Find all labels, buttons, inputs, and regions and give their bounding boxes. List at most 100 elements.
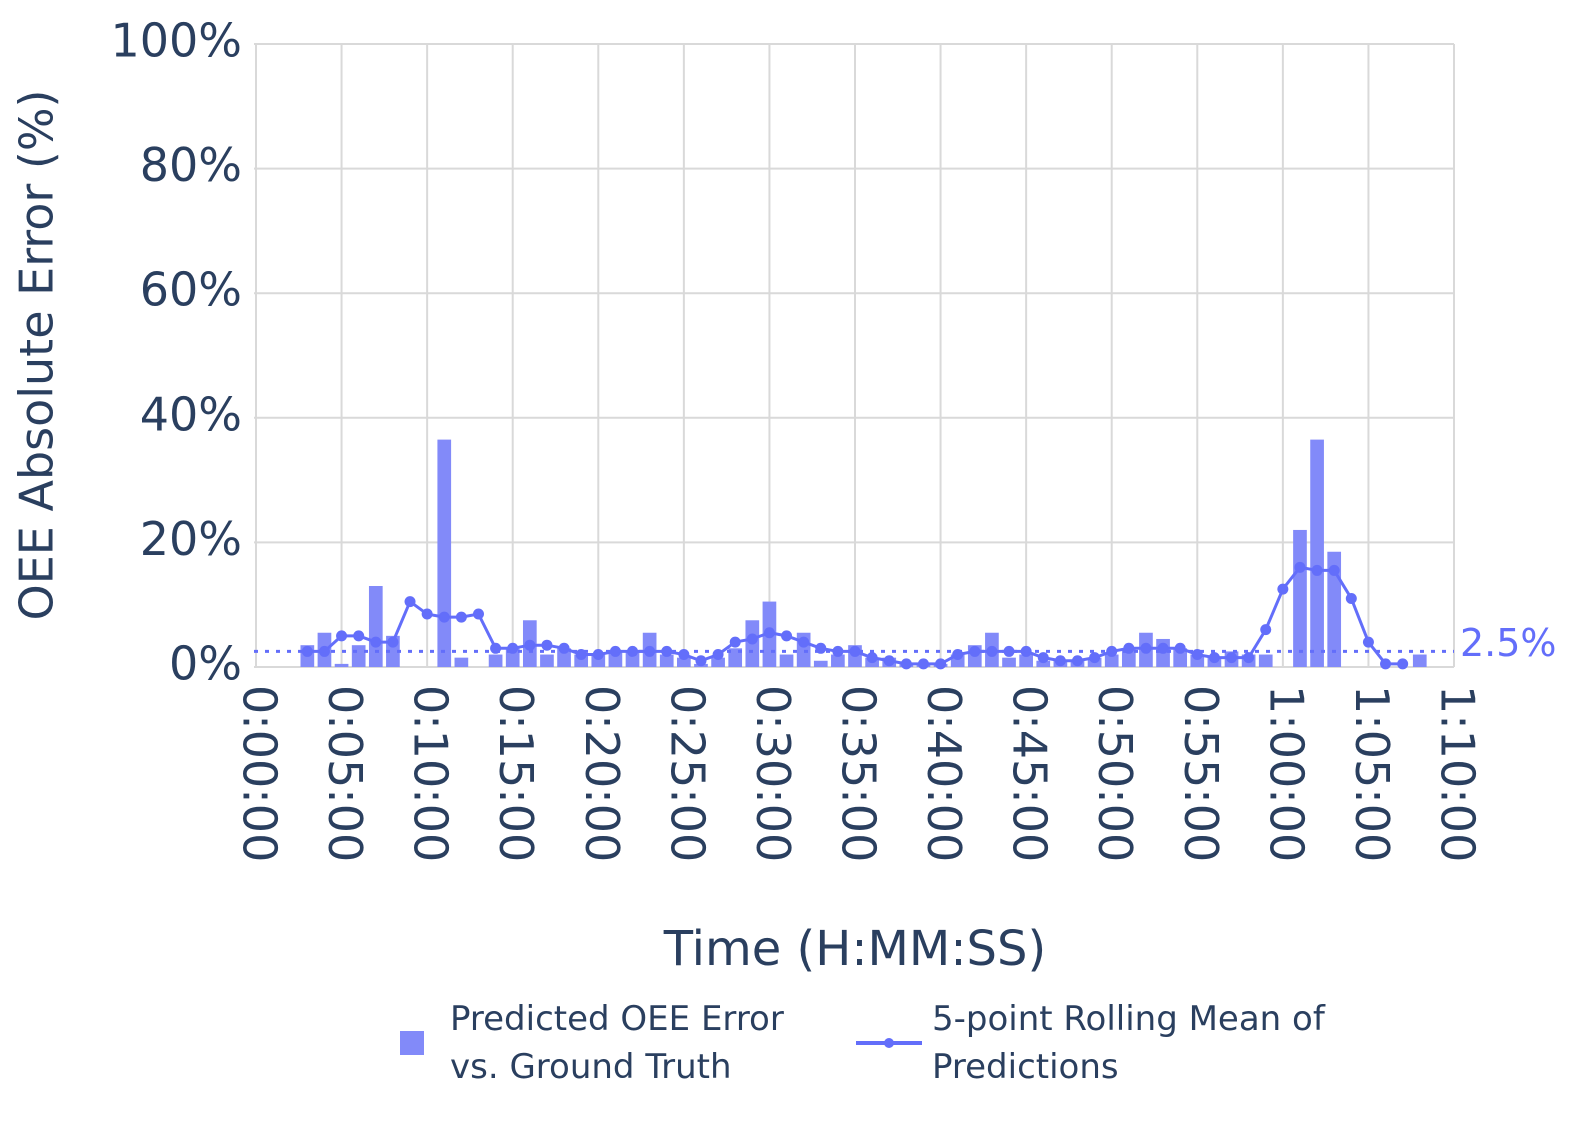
line-point [763, 627, 775, 639]
line-point [729, 636, 741, 648]
y-tick-label: 60% [140, 263, 242, 317]
line-point [1345, 592, 1357, 604]
line-point [746, 633, 758, 645]
line-point [1243, 652, 1255, 664]
legend-swatch [400, 1031, 424, 1055]
line-point [387, 636, 399, 648]
x-tick-label: 0:45:00 [1003, 685, 1057, 862]
line-point [301, 645, 313, 657]
line-point [353, 630, 365, 642]
line-point [1311, 564, 1323, 576]
line-point [472, 608, 484, 620]
x-tick-label: 0:15:00 [489, 685, 543, 862]
bar [540, 654, 554, 667]
line-point [1208, 652, 1220, 664]
bar [505, 648, 520, 667]
line-point [695, 655, 707, 667]
line-point [969, 645, 981, 657]
line-point [1089, 652, 1101, 664]
bar [368, 586, 383, 667]
legend-symbol [884, 1038, 894, 1048]
line-point [336, 630, 348, 642]
line-point [1380, 658, 1392, 670]
x-tick-label: 0:25:00 [660, 685, 714, 862]
bar [1121, 648, 1136, 667]
bar [1173, 648, 1188, 667]
legend-symbol [400, 1031, 424, 1055]
x-tick-label: 0:10:00 [404, 685, 458, 862]
y-tick-label: 20% [140, 512, 242, 566]
bar [351, 645, 366, 667]
x-tick-label: 0:40:00 [917, 685, 971, 862]
line-point [541, 639, 553, 651]
legend-label: Predicted OEE Error vs. Ground Truth [450, 999, 784, 1087]
line-point [781, 630, 793, 642]
line-point [370, 636, 382, 648]
line-point [318, 645, 330, 657]
x-tick-label: 0:20:00 [575, 685, 629, 862]
bar [1002, 657, 1016, 667]
x-tick-label: 0:00:00 [233, 685, 287, 862]
y-tick-label: 80% [140, 138, 242, 192]
line-point [558, 642, 570, 654]
bar [677, 657, 691, 667]
x-tick-label: 0:55:00 [1174, 685, 1228, 862]
legend-item: 5-point Rolling Mean of Predictions [852, 995, 1352, 1091]
line-point [1362, 636, 1374, 648]
line-point [1328, 564, 1340, 576]
bar [1258, 654, 1273, 667]
line-point [1071, 655, 1083, 667]
line-point [900, 658, 912, 670]
bar [557, 648, 571, 667]
line-point [1037, 652, 1049, 664]
x-tick-label: 0:35:00 [832, 685, 886, 862]
line-point [575, 649, 587, 661]
bar [779, 654, 794, 667]
bar [437, 439, 452, 667]
bar [454, 657, 469, 667]
bar [1412, 654, 1427, 667]
bar [1036, 660, 1051, 667]
line-point [627, 645, 639, 657]
x-tick-label: 1:00:00 [1259, 685, 1313, 862]
line-point [1106, 645, 1118, 657]
bar [1019, 654, 1033, 667]
y-tick-label: 100% [110, 14, 242, 68]
line-point [524, 639, 536, 651]
bar [711, 657, 725, 667]
line-point [712, 649, 724, 661]
line-point [661, 645, 673, 657]
bar [813, 660, 828, 667]
bar [334, 663, 349, 667]
bar [1327, 551, 1342, 667]
line-point [1226, 652, 1238, 664]
line-point [917, 658, 929, 670]
legend: Predicted OEE Error vs. Ground Truth 5-p… [390, 995, 1352, 1091]
line-point [609, 645, 621, 657]
bar [1310, 439, 1324, 667]
line-point [1003, 645, 1015, 657]
x-axis-title: Time (H:MM:SS) [663, 921, 1046, 977]
bar [488, 654, 503, 667]
legend-swatch [856, 1038, 922, 1048]
bar [1104, 654, 1119, 667]
bar [1293, 529, 1307, 667]
line-point [1174, 642, 1186, 654]
line-point [798, 636, 810, 648]
y-tick-label: 40% [140, 387, 242, 441]
line-point [1157, 642, 1169, 654]
line-point [1054, 655, 1066, 667]
bar [659, 654, 674, 667]
y-tick-label: 0% [169, 637, 242, 691]
line-point [438, 611, 450, 623]
line-point [1294, 561, 1306, 573]
bar [728, 648, 743, 667]
line-point [455, 611, 467, 623]
legend-label: 5-point Rolling Mean of Predictions [932, 999, 1325, 1087]
y-axis-title: OEE Absolute Error (%) [10, 90, 64, 621]
line-point [404, 596, 416, 608]
x-tick-label: 1:10:00 [1431, 685, 1485, 862]
line-point [1277, 583, 1289, 595]
